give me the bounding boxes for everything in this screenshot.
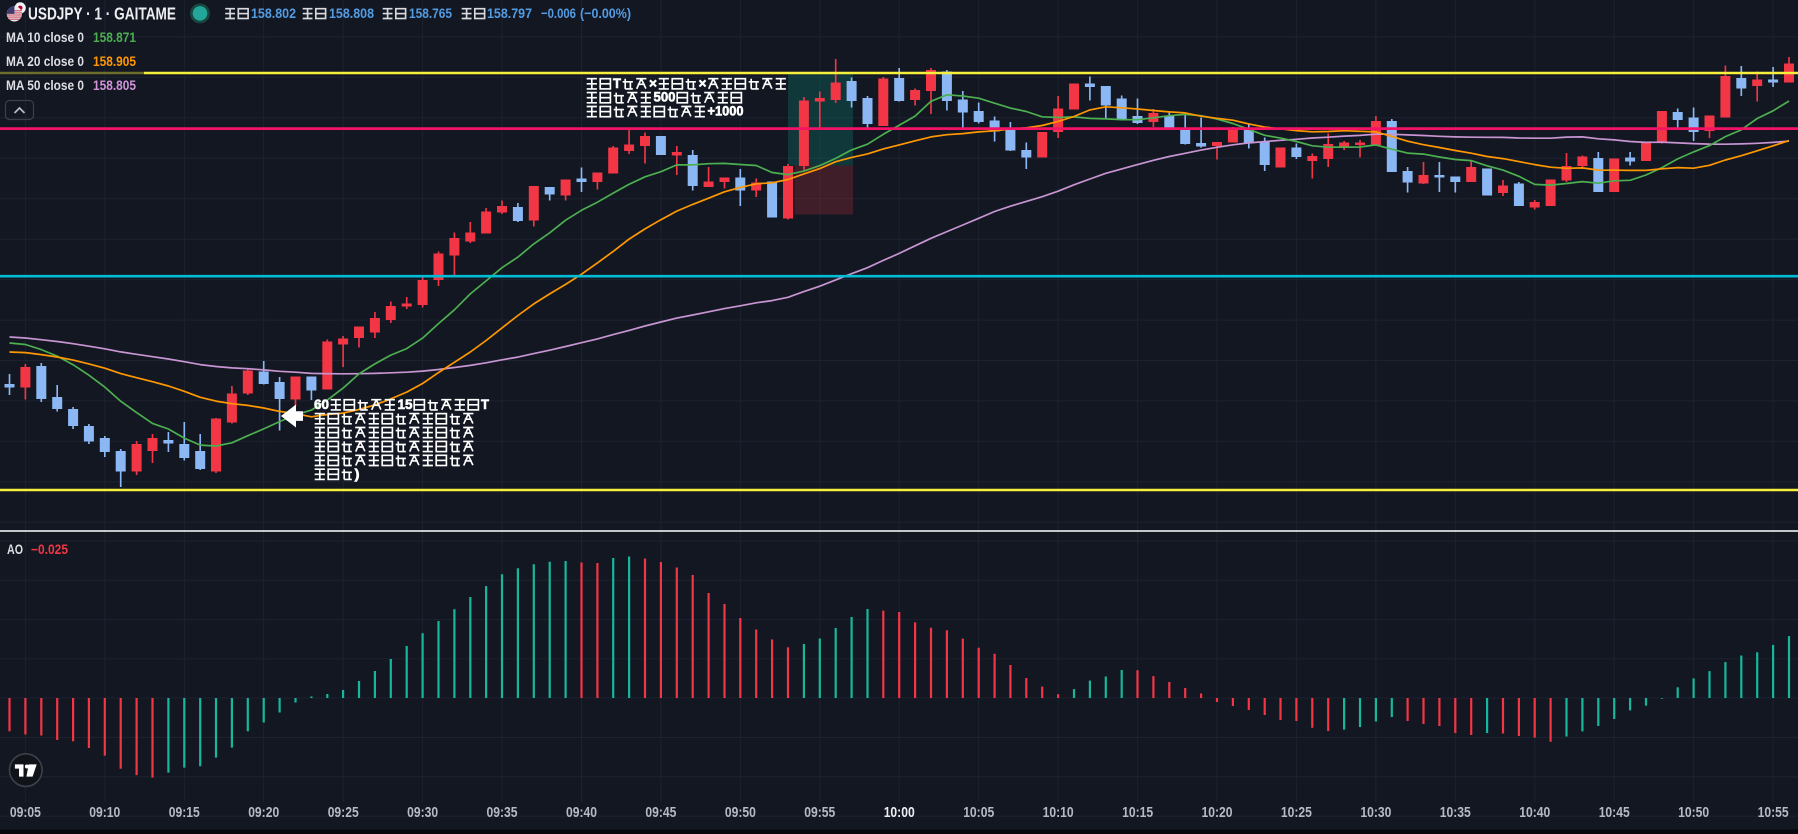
svg-text:MA 50 close 0: MA 50 close 0	[6, 78, 84, 93]
svg-text:09:55: 09:55	[804, 804, 835, 821]
svg-text:15: 15	[398, 397, 413, 412]
svg-text:158.808: 158.808	[329, 5, 374, 21]
svg-text:MA 10 close 0: MA 10 close 0	[6, 30, 84, 45]
svg-text:T: T	[613, 76, 622, 91]
svg-text:09:25: 09:25	[328, 804, 359, 821]
svg-text:158.802: 158.802	[251, 5, 296, 21]
svg-text:×: ×	[649, 76, 657, 91]
svg-text:09:50: 09:50	[725, 804, 756, 821]
svg-text:10:15: 10:15	[1122, 804, 1153, 821]
svg-text:MA 20 close 0: MA 20 close 0	[6, 54, 84, 69]
svg-text:T: T	[481, 397, 490, 412]
svg-text:+1000: +1000	[708, 104, 744, 119]
svg-text:): )	[355, 466, 360, 481]
svg-text:500: 500	[654, 90, 676, 105]
svg-text:158.765: 158.765	[409, 5, 452, 21]
svg-text:10:45: 10:45	[1599, 804, 1630, 821]
svg-text:10:55: 10:55	[1758, 804, 1789, 821]
svg-text:×: ×	[699, 76, 707, 91]
svg-text:10:05: 10:05	[963, 804, 994, 821]
svg-text:158.805: 158.805	[93, 78, 136, 93]
svg-text:10:00: 10:00	[884, 804, 915, 821]
svg-text:09:35: 09:35	[487, 804, 518, 821]
svg-text:10:50: 10:50	[1678, 804, 1709, 821]
svg-text:09:20: 09:20	[248, 804, 279, 821]
svg-text:09:30: 09:30	[407, 804, 438, 821]
svg-text:10:40: 10:40	[1519, 804, 1550, 821]
svg-text:−0.025: −0.025	[31, 542, 68, 557]
svg-text:10:35: 10:35	[1440, 804, 1471, 821]
svg-text:158.797: 158.797	[487, 5, 532, 21]
svg-text:09:10: 09:10	[89, 804, 120, 821]
svg-text:10:30: 10:30	[1360, 804, 1391, 821]
svg-text:−0.006: −0.006	[541, 5, 576, 21]
svg-text:158.905: 158.905	[93, 54, 136, 69]
svg-text:10:10: 10:10	[1043, 804, 1074, 821]
svg-text:USDJPY · 1 · GAITAME: USDJPY · 1 · GAITAME	[28, 4, 176, 24]
svg-text:09:40: 09:40	[566, 804, 597, 821]
svg-text:09:45: 09:45	[645, 804, 676, 821]
svg-text:AO: AO	[7, 542, 23, 557]
svg-text:158.871: 158.871	[93, 30, 136, 45]
svg-text:09:15: 09:15	[169, 804, 200, 821]
svg-text:(−0.00%): (−0.00%)	[580, 5, 631, 21]
svg-text:09:05: 09:05	[10, 804, 41, 821]
svg-text:60: 60	[314, 397, 329, 412]
svg-text:10:20: 10:20	[1202, 804, 1233, 821]
svg-text:10:25: 10:25	[1281, 804, 1312, 821]
